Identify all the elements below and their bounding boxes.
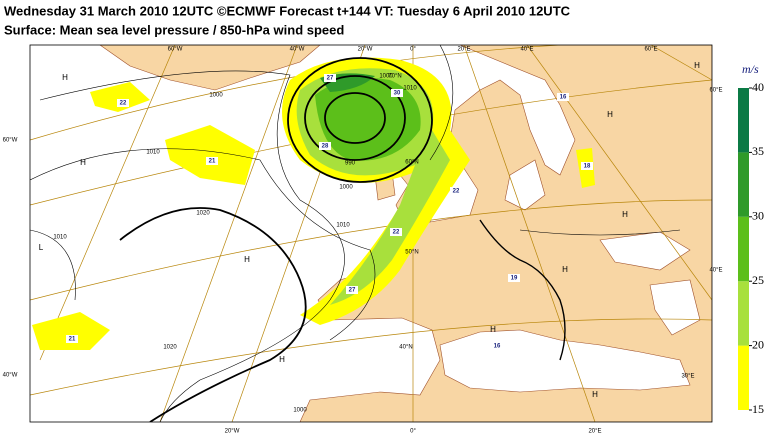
wind-label-box bbox=[66, 335, 78, 343]
isobar-label: 1000 bbox=[379, 74, 393, 80]
graticule-label: 20°W bbox=[358, 47, 373, 53]
wind-label: 16 bbox=[560, 95, 567, 101]
colorbar-segment bbox=[738, 216, 749, 282]
pressure-centre: L bbox=[39, 243, 44, 252]
graticule-label: 50°N bbox=[405, 250, 418, 256]
graticule-label: 40°W bbox=[290, 47, 305, 53]
pressure-centre: H bbox=[279, 355, 285, 364]
map-frame bbox=[29, 44, 713, 423]
colorbar-tick-label: 30 bbox=[752, 209, 764, 223]
colorbar-segment bbox=[738, 88, 749, 153]
map: 60°W 40°W 20°W 0° 20°E 40°E 60°E 30°E 70°N 60°N 50… bbox=[30, 45, 712, 422]
wind-label-box bbox=[390, 228, 402, 236]
graticule-label: 40°E bbox=[709, 268, 722, 274]
isobar-label: 1020 bbox=[163, 345, 177, 351]
isobar-label: 990 bbox=[345, 161, 356, 167]
graticule-label: 60°E bbox=[644, 47, 657, 53]
isobars bbox=[30, 45, 681, 422]
pressure-centre: H bbox=[244, 255, 250, 264]
subtitle: Surface: Mean sea level pressure / 850-h… bbox=[4, 22, 344, 37]
isobar-label: 1020 bbox=[196, 211, 210, 217]
pressure-centre: H bbox=[490, 325, 496, 334]
pressure-centre: H bbox=[592, 390, 598, 399]
graticule-label: 20°E bbox=[588, 429, 601, 435]
graticule-label: 20°E bbox=[457, 47, 470, 53]
colorbar-tick-label: 15 bbox=[752, 402, 764, 416]
isobar-label: 1000 bbox=[209, 93, 223, 99]
wind-label: 16 bbox=[494, 344, 501, 350]
wind-label: 19 bbox=[511, 276, 518, 282]
graticule-label: 40°N bbox=[399, 345, 412, 351]
wind-label: 28 bbox=[322, 144, 329, 150]
wind-label-box bbox=[581, 162, 593, 170]
wind-label-box bbox=[319, 142, 331, 150]
graticule-label: 40°E bbox=[520, 47, 533, 53]
graticule-label: 20°W bbox=[225, 429, 240, 435]
wind-label-box bbox=[206, 157, 218, 165]
wind-label-box bbox=[391, 89, 403, 97]
colorbar-tick-label: 40 bbox=[752, 80, 764, 94]
graticule-label: 60°E bbox=[709, 88, 722, 94]
graticule-label: 40°W bbox=[3, 373, 18, 379]
isobar-label: 1010 bbox=[403, 86, 417, 92]
pressure-centre: H bbox=[62, 73, 68, 82]
graticule-label: 30°E bbox=[681, 374, 694, 380]
colorbar-tick-label: 20 bbox=[752, 337, 764, 351]
wind-label-box bbox=[117, 99, 129, 107]
wind-label-box bbox=[491, 342, 503, 350]
wind-label: 22 bbox=[393, 230, 400, 236]
wind-label: 30 bbox=[394, 91, 401, 97]
wind-label-box bbox=[450, 187, 462, 195]
wind-label: 27 bbox=[349, 288, 356, 294]
wind-label: 27 bbox=[327, 76, 334, 82]
pressure-centre: H bbox=[607, 110, 613, 119]
pressure-centre: H bbox=[694, 61, 700, 70]
wind-label: 18 bbox=[584, 164, 591, 170]
wind-label: 22 bbox=[453, 189, 460, 195]
wind-label-box bbox=[346, 286, 358, 294]
graticule-label: 70°N bbox=[388, 74, 401, 80]
wind-label-box bbox=[508, 274, 520, 282]
wind-label-box bbox=[324, 74, 336, 82]
colorbar-tick-label: 25 bbox=[752, 273, 764, 287]
colorbar: 15 20 25 30 35 40 bbox=[738, 80, 764, 416]
wind-label: 22 bbox=[120, 101, 127, 107]
colorbar-segment bbox=[738, 345, 749, 410]
graticule-label: 0° bbox=[410, 429, 416, 435]
isobar-label: 1010 bbox=[53, 235, 67, 241]
colorbar-tick-label: 35 bbox=[752, 144, 764, 158]
isobar-label: 1010 bbox=[146, 150, 160, 156]
colorbar-unit: m/s bbox=[742, 62, 759, 76]
title: Wednesday 31 March 2010 12UTC ©ECMWF For… bbox=[4, 3, 571, 18]
pressure-centre: H bbox=[622, 210, 628, 219]
wind-label-box bbox=[557, 93, 569, 101]
colorbar-segment bbox=[738, 152, 749, 217]
graticule-label: 60°W bbox=[168, 47, 183, 53]
wind-shading bbox=[32, 57, 595, 350]
isobar-label: 1000 bbox=[339, 185, 353, 191]
colorbar-segment bbox=[738, 281, 749, 346]
pressure-centre: H bbox=[80, 158, 86, 167]
graticule-label: 60°N bbox=[405, 160, 418, 166]
isobar-label: 1000 bbox=[293, 408, 307, 414]
wind-label: 21 bbox=[69, 337, 76, 343]
wind-label: 21 bbox=[209, 159, 216, 165]
pressure-centre: H bbox=[562, 265, 568, 274]
graticule-label: 60°W bbox=[3, 138, 18, 144]
graticule-label: 0° bbox=[410, 47, 416, 53]
isobar-label: 1010 bbox=[336, 223, 350, 229]
